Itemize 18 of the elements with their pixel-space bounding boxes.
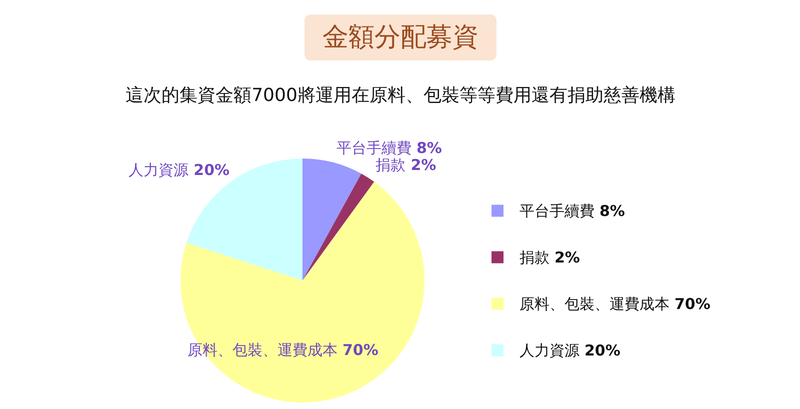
legend-label: 捐款 bbox=[520, 248, 550, 266]
text: 2% bbox=[554, 248, 580, 266]
slice-label: 平台手續費 bbox=[336, 139, 412, 158]
slice-label: 人力資源 bbox=[128, 160, 189, 179]
text: 8% bbox=[600, 202, 625, 220]
legend-label: 人力資源 bbox=[520, 341, 580, 360]
legend-label: 平台手續費 bbox=[520, 202, 594, 220]
legend-label: 原料、包裝、運費成本 bbox=[520, 294, 670, 313]
text: 70% bbox=[674, 294, 710, 313]
data-label: 8% bbox=[416, 139, 442, 158]
data-label: 2% bbox=[410, 156, 436, 174]
data-label: 70% bbox=[342, 341, 378, 360]
slice-label: 原料、包裝、運費成本 bbox=[187, 341, 338, 360]
chart-subtitle: 這次的集資金額7000將運用在原料、包裝等等費用還有捐助慈善機構 bbox=[126, 85, 676, 106]
data-label: 20% bbox=[194, 160, 230, 179]
chart-title: 金額分配募資 bbox=[322, 22, 478, 52]
text: 20% bbox=[584, 341, 620, 360]
slice-label: 捐款 bbox=[376, 156, 406, 174]
